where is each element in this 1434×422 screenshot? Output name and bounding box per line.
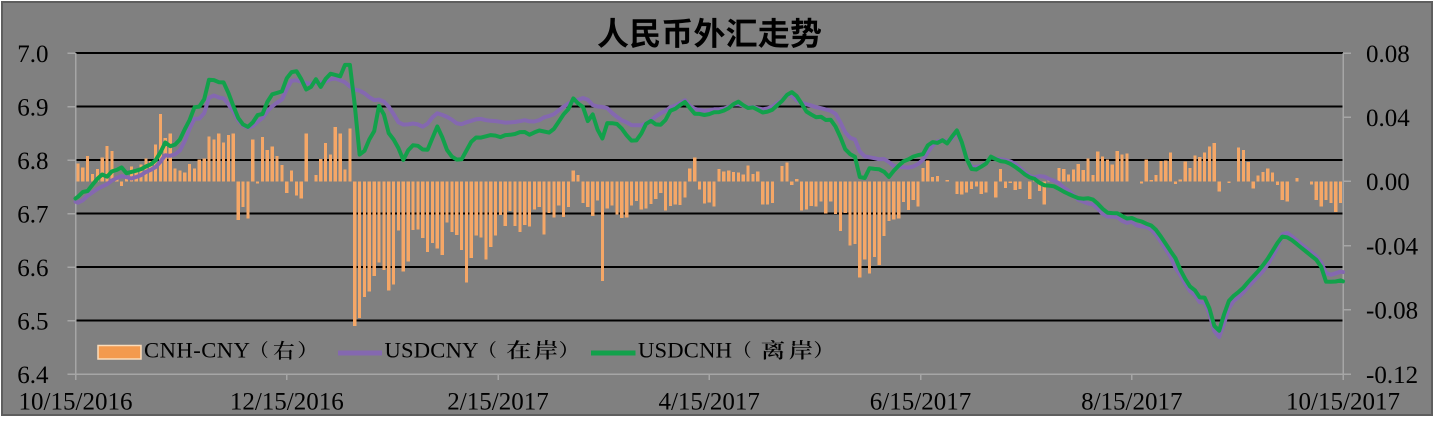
svg-text:USDCNY: USDCNY: [385, 338, 479, 363]
svg-text:7.0: 7.0: [17, 41, 48, 68]
svg-text:6.8: 6.8: [17, 148, 48, 175]
svg-text:4/15/2017: 4/15/2017: [658, 389, 759, 416]
svg-text:6.7: 6.7: [17, 201, 48, 228]
svg-text:12/15/2016: 12/15/2016: [230, 389, 344, 416]
svg-text:USDCNH: USDCNH: [638, 338, 732, 363]
svg-text:-0.04: -0.04: [1366, 233, 1419, 260]
svg-text:6/15/2017: 6/15/2017: [870, 389, 971, 416]
svg-text:0.04: 0.04: [1366, 105, 1410, 132]
svg-text:CNH-CNY: CNH-CNY: [144, 338, 250, 363]
svg-text:6.5: 6.5: [17, 308, 48, 335]
svg-text:-0.12: -0.12: [1366, 362, 1418, 389]
svg-text:2/15/2017: 2/15/2017: [447, 389, 548, 416]
svg-text:10/15/2017: 10/15/2017: [1286, 389, 1400, 416]
svg-text:6.9: 6.9: [17, 94, 48, 121]
svg-text:6.6: 6.6: [17, 255, 48, 282]
svg-text:10/15/2016: 10/15/2016: [19, 389, 133, 416]
svg-text:-0.08: -0.08: [1366, 298, 1418, 325]
svg-text:0.00: 0.00: [1366, 169, 1410, 196]
svg-text:6.4: 6.4: [17, 362, 49, 389]
svg-text:0.08: 0.08: [1366, 41, 1410, 68]
svg-text:8/15/2017: 8/15/2017: [1081, 389, 1182, 416]
